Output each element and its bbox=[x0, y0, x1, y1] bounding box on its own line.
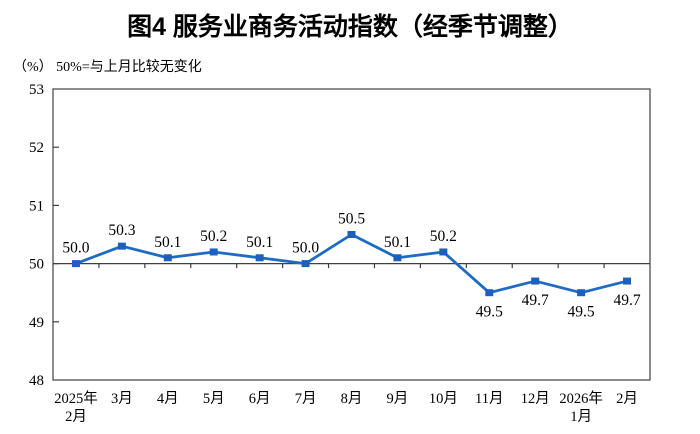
data-point-marker bbox=[485, 289, 494, 297]
chart-title: 图4 服务业商务活动指数（经季节调整） bbox=[127, 13, 573, 41]
data-label: 50.0 bbox=[292, 240, 319, 257]
plot-border bbox=[52, 88, 651, 381]
x-axis-label: 12月 bbox=[521, 391, 550, 407]
x-axis-label: 6月 bbox=[249, 391, 271, 407]
data-label: 49.5 bbox=[568, 304, 595, 321]
axis-unit-note: （%） 50%=与上月比较无变化 bbox=[13, 60, 202, 75]
data-point-marker bbox=[347, 231, 356, 238]
x-axis-label: 5月 bbox=[203, 391, 225, 407]
x-axis-label: 2月 bbox=[616, 391, 638, 407]
x-axis-label: 2月 bbox=[65, 409, 87, 425]
data-point-marker bbox=[623, 277, 632, 285]
data-point-marker bbox=[531, 277, 540, 285]
data-point-marker bbox=[163, 254, 172, 262]
y-axis-label: 50 bbox=[29, 257, 44, 273]
data-point-marker bbox=[393, 254, 402, 262]
data-point-marker bbox=[577, 289, 586, 297]
y-axis-label: 52 bbox=[29, 140, 44, 156]
data-label: 50.5 bbox=[338, 211, 365, 228]
data-point-marker bbox=[117, 242, 126, 250]
data-label: 50.1 bbox=[246, 234, 273, 251]
data-label: 50.3 bbox=[108, 222, 135, 239]
x-axis-label: 2025年 bbox=[54, 390, 98, 407]
x-axis-label: 2026年 bbox=[559, 390, 603, 407]
y-axis-label: 53 bbox=[29, 82, 44, 98]
data-point-marker bbox=[209, 248, 218, 256]
y-axis-label: 48 bbox=[29, 373, 44, 389]
y-axis-label: 49 bbox=[29, 315, 44, 331]
data-label: 49.7 bbox=[522, 292, 549, 309]
x-axis-label: 8月 bbox=[341, 391, 363, 407]
data-label: 50.2 bbox=[430, 228, 457, 245]
y-axis-label: 51 bbox=[29, 198, 44, 214]
x-axis-label: 7月 bbox=[295, 391, 317, 407]
data-point-marker bbox=[71, 260, 80, 268]
x-axis-label: 9月 bbox=[387, 391, 409, 407]
x-axis-label: 1月 bbox=[570, 409, 592, 425]
data-point-marker bbox=[255, 254, 264, 262]
data-label: 49.5 bbox=[476, 304, 503, 321]
x-axis-label: 3月 bbox=[111, 391, 133, 407]
data-label: 50.1 bbox=[154, 234, 181, 251]
x-axis-label: 11月 bbox=[475, 391, 503, 407]
x-axis-label: 10月 bbox=[429, 391, 458, 407]
x-axis-label: 4月 bbox=[157, 391, 179, 407]
data-point-marker bbox=[301, 260, 310, 268]
data-point-marker bbox=[439, 248, 448, 256]
data-label: 50.2 bbox=[200, 228, 227, 245]
data-label: 49.7 bbox=[613, 292, 640, 309]
data-label: 50.1 bbox=[384, 234, 411, 251]
data-label: 50.0 bbox=[62, 240, 89, 257]
